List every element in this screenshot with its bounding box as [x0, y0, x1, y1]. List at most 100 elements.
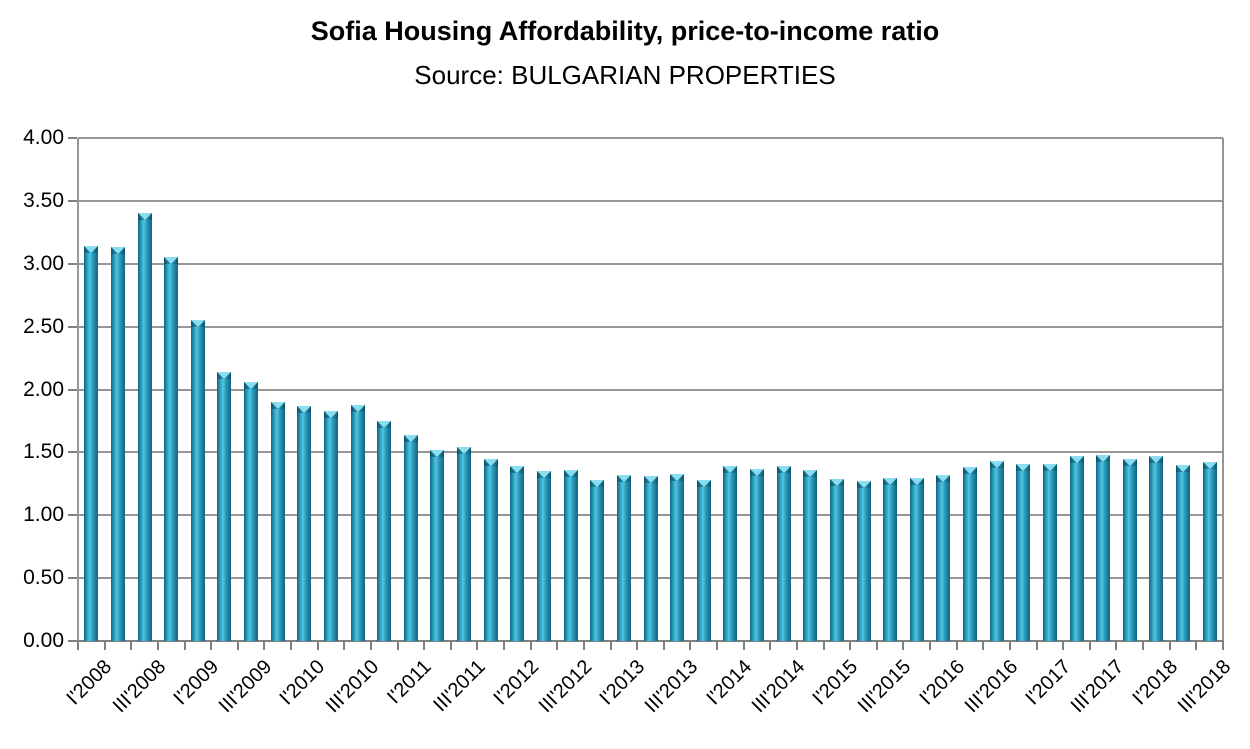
bar-II'2016	[963, 467, 978, 641]
x-axis-tick	[955, 642, 958, 650]
x-axis-tick	[183, 642, 186, 650]
x-axis-tick	[130, 642, 133, 650]
bar-cap	[270, 402, 285, 410]
bar-cap	[84, 246, 99, 254]
bar-I'2012	[510, 466, 525, 641]
bar-cap-highlight	[1176, 464, 1191, 472]
bar-I'2011	[403, 434, 418, 641]
bar-body	[856, 488, 871, 641]
x-axis-tick	[716, 642, 719, 650]
bar-I'2017	[1042, 463, 1057, 641]
bar-body	[457, 454, 472, 641]
bar-cap	[536, 471, 551, 479]
bar-body	[164, 264, 179, 641]
gridline	[78, 325, 1223, 328]
bar-cap-highlight	[829, 478, 844, 486]
bar-body	[217, 378, 232, 641]
x-axis-tick	[689, 642, 692, 650]
bar-cap-highlight	[643, 476, 658, 484]
bar-body	[1149, 463, 1164, 641]
x-axis-tick	[1088, 642, 1091, 650]
gridline	[78, 451, 1223, 454]
x-axis-tick	[662, 642, 665, 650]
bar-cap-highlight	[750, 468, 764, 476]
bar-cap	[510, 466, 525, 474]
bar-body	[776, 473, 791, 641]
bar-body	[1176, 471, 1191, 641]
bar-cap-highlight	[430, 449, 445, 457]
bar-cap-highlight	[1202, 462, 1217, 470]
bar-body	[350, 411, 365, 641]
bar-body	[323, 417, 338, 641]
bar-cap	[989, 461, 1004, 469]
bar-cap-highlight	[590, 480, 605, 488]
x-axis-label: III'2009	[214, 655, 277, 718]
bar-cap	[803, 469, 818, 477]
bar-cap-highlight	[217, 371, 232, 379]
bar-cap	[1069, 456, 1084, 464]
bar-body	[190, 327, 205, 641]
x-axis-line	[77, 640, 1224, 642]
gridline	[78, 388, 1223, 391]
bar-IV'2014	[803, 469, 818, 641]
bar-III'2017	[1096, 454, 1111, 641]
x-axis-tick	[875, 642, 878, 650]
gridline	[78, 137, 1223, 139]
plot-border-right	[1222, 138, 1224, 641]
x-axis-label: III'2016	[960, 655, 1022, 718]
bar-cap-highlight	[1069, 456, 1084, 464]
bar-cap-highlight	[723, 466, 738, 474]
bar-cap-highlight	[803, 469, 818, 477]
bar-cap-highlight	[1122, 458, 1137, 466]
bar-cap	[164, 257, 179, 265]
bar-III'2011	[457, 447, 472, 641]
bar-cap-highlight	[350, 404, 365, 412]
bar-cap-highlight	[1016, 463, 1031, 471]
bar-body	[1042, 470, 1057, 641]
bar-body	[403, 441, 418, 641]
bar-cap	[350, 404, 365, 412]
chart-subtitle: Source: BULGARIAN PROPERTIES	[414, 60, 836, 90]
gridline	[78, 199, 1223, 202]
x-axis-tick	[929, 642, 932, 650]
bar-III'2013	[670, 473, 685, 641]
x-axis-tick	[103, 642, 106, 650]
x-axis-label: III'2013	[640, 655, 703, 718]
bar-body	[590, 487, 605, 641]
bar-cap	[590, 480, 605, 488]
bar-I'2013	[616, 475, 631, 641]
bar-I'2016	[936, 475, 951, 641]
x-axis-tick	[369, 642, 372, 650]
x-axis-tick	[423, 642, 426, 650]
y-axis-tick	[68, 325, 77, 328]
bar-II'2018	[1176, 464, 1191, 641]
bar-cap-highlight	[696, 480, 711, 488]
bar-cap-highlight	[84, 246, 99, 254]
bar-cap	[696, 480, 711, 488]
bar-III'2016	[989, 461, 1004, 641]
bar-IV'2013	[696, 480, 711, 641]
y-axis-label: 3.00	[23, 251, 64, 275]
y-axis-tick	[68, 451, 77, 454]
x-axis-tick	[822, 642, 825, 650]
bar-cap	[1096, 454, 1111, 462]
x-axis-label: III'2015	[853, 655, 916, 718]
x-axis-tick	[396, 642, 399, 650]
y-axis-label: 4.00	[23, 126, 64, 149]
bar-IV'2017	[1122, 458, 1137, 641]
bar-cap-highlight	[270, 402, 285, 410]
bar-cap-highlight	[137, 213, 152, 221]
y-axis-label: 3.50	[23, 188, 64, 212]
bar-cap	[1176, 464, 1191, 472]
bar-cap	[883, 477, 898, 485]
x-axis-tick	[1195, 642, 1198, 650]
bar-II'2017	[1069, 456, 1084, 641]
x-axis-tick	[556, 642, 559, 650]
bar-cap	[323, 410, 338, 418]
bar-cap	[377, 420, 392, 428]
bar-cap-highlight	[1096, 454, 1111, 462]
bar-body	[137, 220, 152, 641]
bar-cap-highlight	[563, 469, 578, 477]
bar-body	[1096, 461, 1111, 641]
